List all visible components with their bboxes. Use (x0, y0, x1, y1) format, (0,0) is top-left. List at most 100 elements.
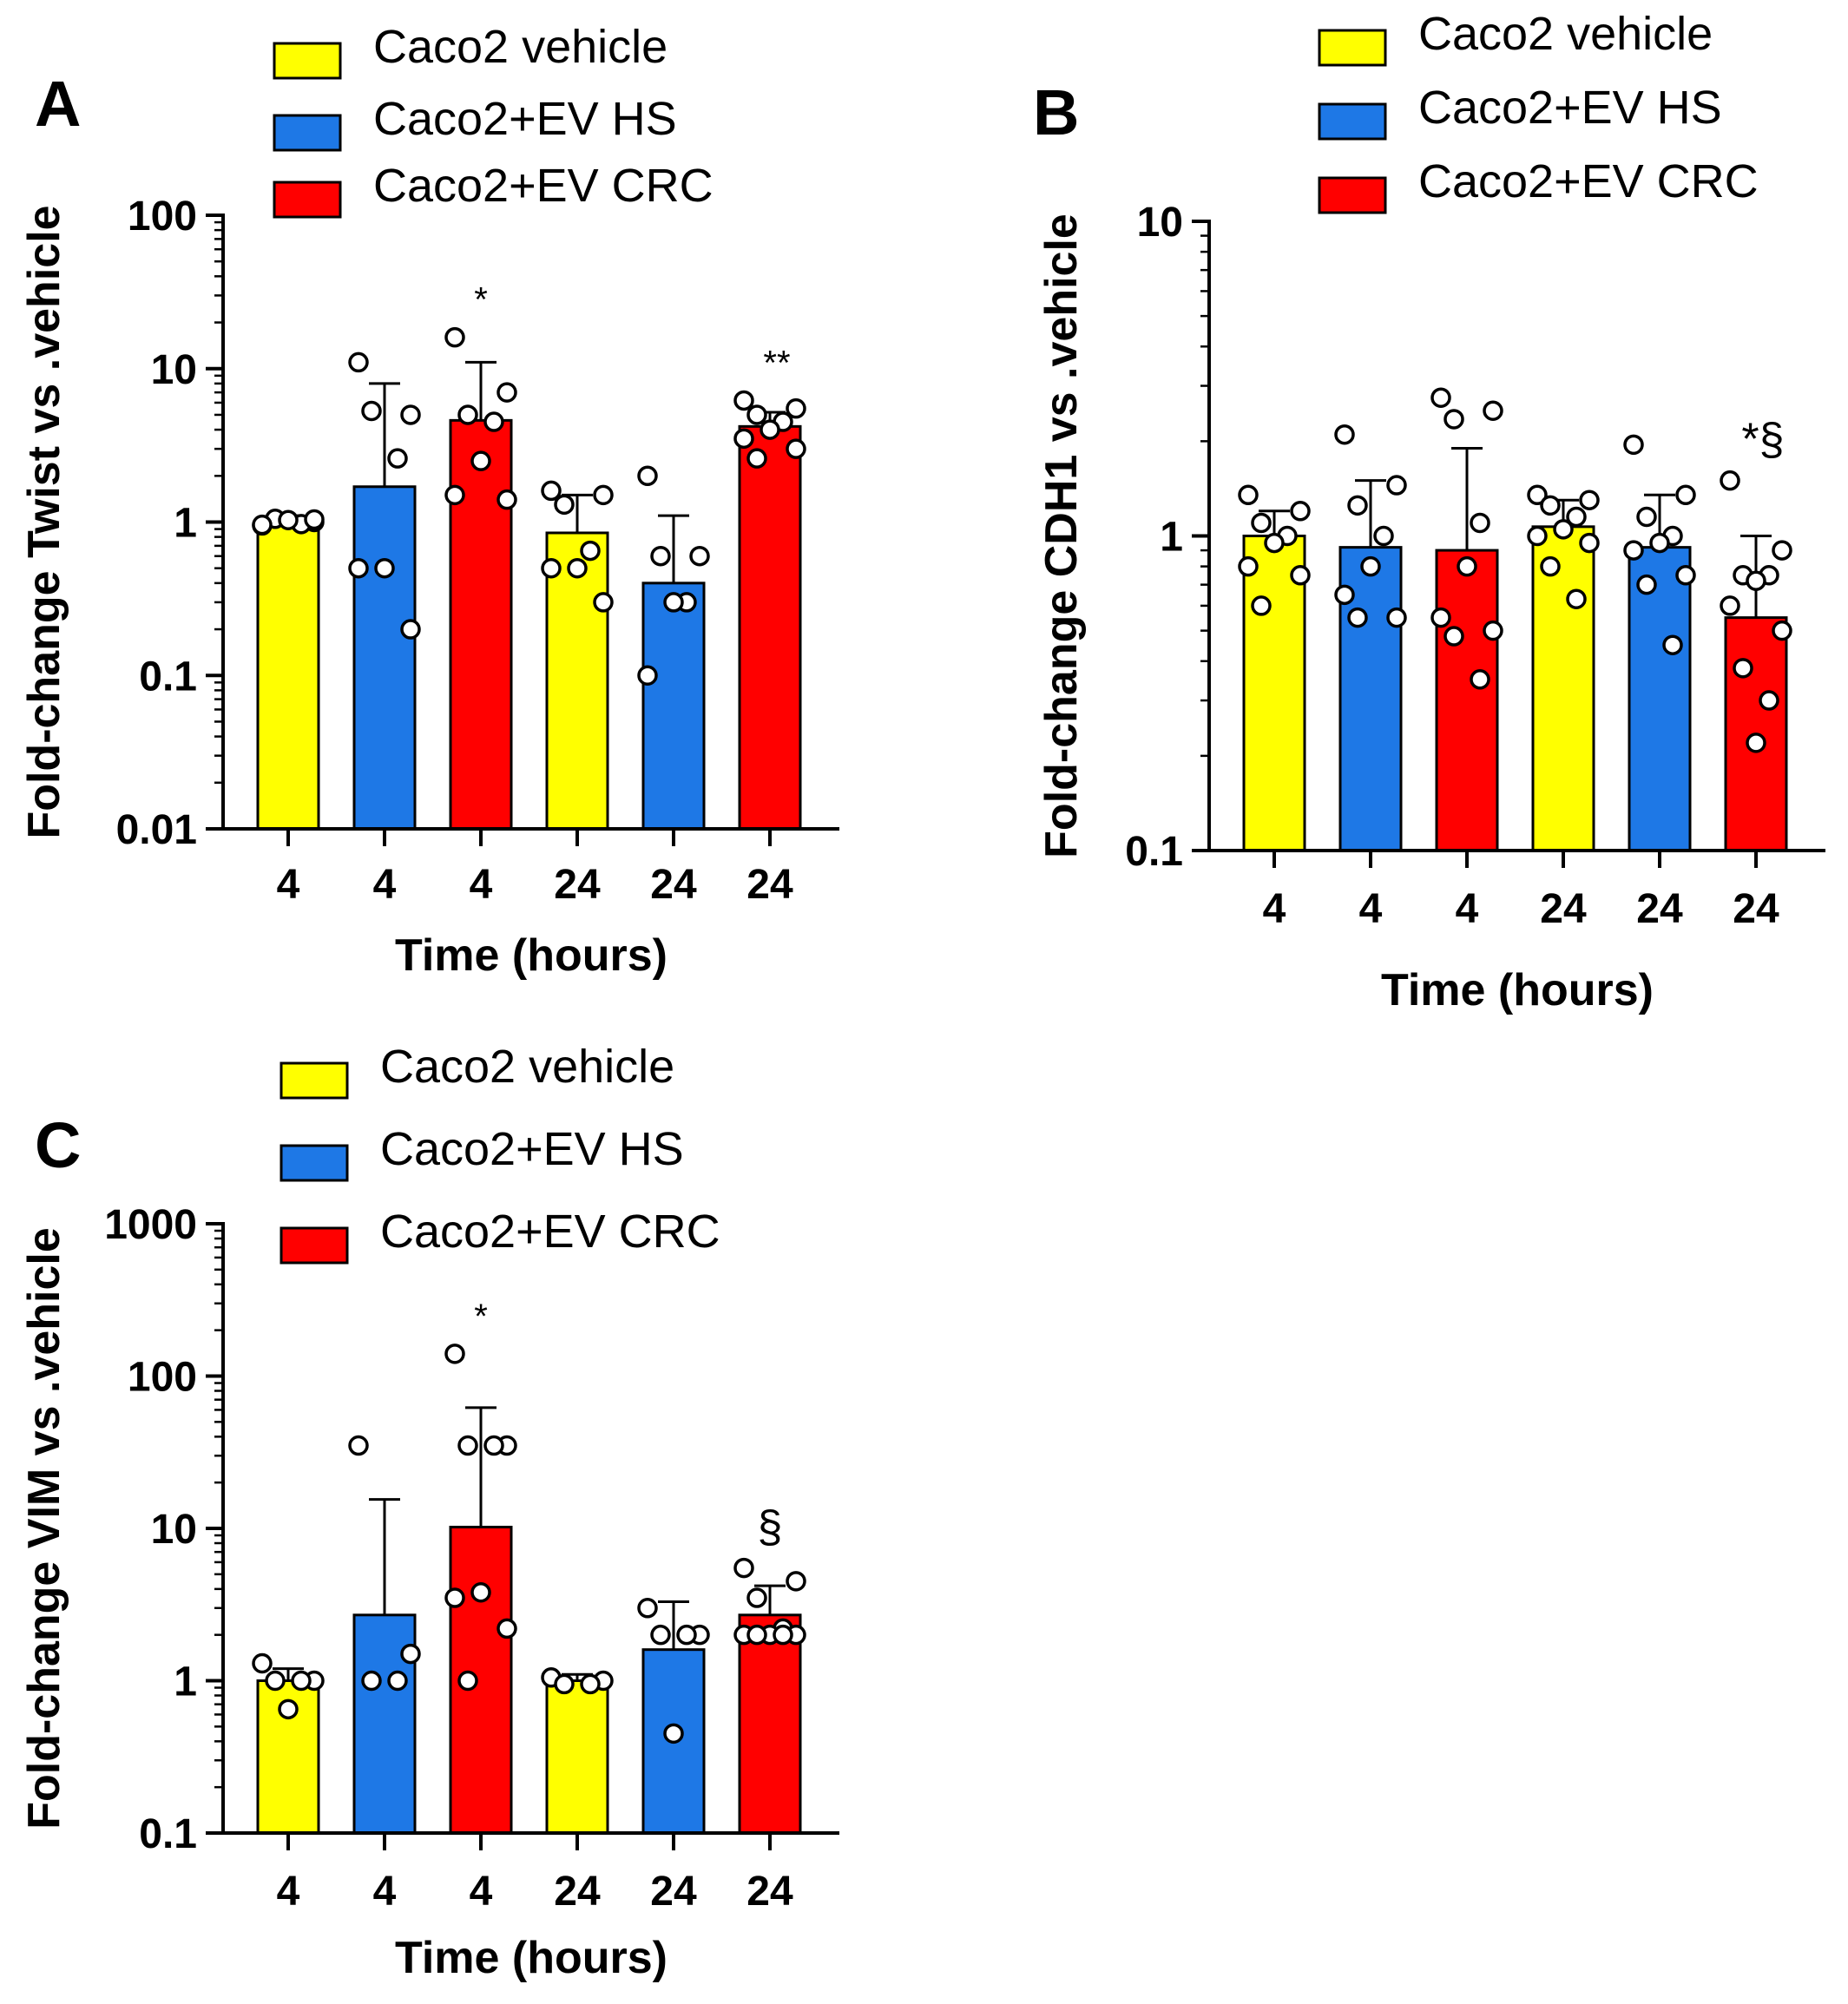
bar-b-4 (1531, 525, 1595, 852)
data-point-b-4-3 (1540, 495, 1561, 516)
x-tick-label-c-6: 24 (746, 1869, 793, 1915)
data-point-c-2-1 (348, 1435, 369, 1456)
data-point-c-1-1 (252, 1652, 273, 1674)
data-point-b-2-6 (1334, 584, 1355, 606)
data-point-b-4-1 (1527, 484, 1548, 506)
legend-label-b-crc: Caco2+EV CRC (1418, 155, 1759, 207)
data-point-a-4-5 (567, 557, 588, 579)
x-tick-label-b-4: 24 (1540, 886, 1587, 932)
data-point-b-5-7 (1675, 565, 1696, 586)
data-point-a-2-2 (400, 404, 421, 425)
data-point-b-5-6 (1623, 540, 1644, 561)
data-point-c-6-9 (773, 1624, 793, 1646)
data-point-c-3-8 (457, 1670, 478, 1692)
bar-a-3 (449, 418, 513, 831)
panel-letter-b: B (1033, 76, 1079, 148)
data-point-b-5-5 (1649, 532, 1670, 554)
data-point-b-5-9 (1662, 634, 1683, 655)
data-point-c-2-3 (361, 1670, 382, 1692)
data-point-a-6-3 (746, 404, 767, 425)
data-point-b-1-7 (1290, 565, 1311, 586)
legend-label-b-vehicle: Caco2 vehicle (1418, 8, 1713, 60)
data-point-c-5-1 (637, 1598, 658, 1619)
data-point-c-3-6 (444, 1587, 465, 1608)
data-point-b-4-8 (1540, 555, 1561, 577)
data-point-a-2-7 (400, 619, 421, 640)
data-point-b-3-2 (1483, 400, 1503, 421)
data-point-a-5-2 (689, 545, 710, 567)
bar-a-1 (256, 521, 320, 831)
x-tick-label-c-5: 24 (650, 1869, 697, 1915)
data-point-a-6-7 (786, 438, 806, 459)
data-point-b-1-3 (1251, 512, 1272, 534)
data-point-a-4-1 (541, 480, 562, 502)
y-axis-title-c: Fold-change VIM vs .vehicle (19, 1227, 69, 1830)
data-point-c-5-4 (676, 1624, 697, 1646)
significance-mark-a-6: ** (763, 344, 790, 382)
x-tick-label-b-6: 24 (1733, 886, 1779, 932)
legend-swatch-c-hs (280, 1144, 349, 1182)
y-tick-label-a: 0.1 (139, 654, 197, 700)
data-point-a-2-5 (374, 557, 395, 579)
y-axis-title-b: Fold-change CDH1 vs .vehicle (1036, 214, 1087, 858)
y-tick-label-b: 0.1 (1125, 829, 1183, 875)
data-point-a-6-6 (733, 428, 754, 450)
data-point-a-2-1 (348, 352, 369, 373)
x-tick-label-b-5: 24 (1636, 886, 1683, 932)
data-point-a-5-5 (663, 592, 684, 613)
data-point-c-4-4 (580, 1673, 601, 1695)
legend-label-a-crc: Caco2+EV CRC (373, 160, 714, 212)
x-tick-label-a-4: 24 (554, 862, 601, 908)
panel-letter-a: A (35, 68, 81, 140)
data-point-a-2-4 (387, 448, 408, 469)
x-tick-label-a-3: 4 (470, 862, 493, 908)
data-point-c-2-4 (387, 1670, 408, 1692)
data-point-a-6-8 (746, 448, 767, 469)
data-point-a-3-3 (457, 404, 478, 425)
data-point-c-2-2 (400, 1643, 421, 1665)
legend-swatch-a-vehicle (273, 42, 342, 80)
y-tick-label-c: 1 (174, 1659, 197, 1705)
data-point-b-6-7 (1772, 620, 1792, 641)
x-tick-label-c-4: 24 (554, 1869, 601, 1915)
data-point-b-2-5 (1360, 555, 1381, 577)
legend-swatch-a-crc (273, 181, 342, 219)
y-tick-label-b: 10 (1137, 200, 1183, 246)
data-point-b-3-7 (1483, 620, 1503, 641)
data-point-a-4-7 (593, 592, 614, 613)
data-point-a-3-5 (470, 450, 491, 471)
data-point-b-4-9 (1566, 588, 1587, 609)
data-point-b-4-4 (1566, 506, 1587, 528)
x-tick-label-a-2: 4 (373, 862, 397, 908)
data-point-a-5-1 (637, 465, 658, 487)
data-point-a-5-3 (650, 545, 671, 567)
data-point-b-3-9 (1470, 669, 1490, 690)
significance-mark-c-3: * (474, 1298, 488, 1336)
bar-a-6 (738, 424, 802, 831)
y-tick-label-c: 0.1 (139, 1811, 197, 1857)
y-tick-label-c: 1000 (104, 1202, 197, 1248)
bar-a-5 (641, 581, 706, 831)
data-point-b-1-8 (1251, 595, 1272, 616)
data-point-b-3-8 (1444, 626, 1464, 647)
data-point-a-1-6 (252, 514, 273, 535)
data-point-c-6-8 (746, 1624, 767, 1646)
data-point-c-6-2 (786, 1571, 806, 1592)
legend-label-c-crc: Caco2+EV CRC (380, 1206, 720, 1258)
data-point-b-2-4 (1373, 525, 1394, 547)
data-point-b-5-1 (1623, 434, 1644, 456)
data-point-a-4-3 (554, 494, 575, 516)
x-tick-label-b-3: 4 (1456, 886, 1479, 932)
data-point-a-3-4 (483, 411, 504, 432)
data-point-a-3-7 (497, 489, 517, 510)
data-point-b-6-6 (1720, 595, 1740, 616)
legend-swatch-c-vehicle (280, 1061, 349, 1100)
legend-label-a-hs: Caco2+EV HS (373, 93, 677, 145)
data-point-b-2-7 (1386, 607, 1407, 628)
x-tick-label-a-6: 24 (746, 862, 793, 908)
data-point-b-2-8 (1347, 607, 1368, 628)
data-point-a-6-2 (786, 398, 806, 419)
x-tick-label-c-1: 4 (277, 1869, 300, 1915)
data-point-c-3-4 (483, 1435, 504, 1456)
